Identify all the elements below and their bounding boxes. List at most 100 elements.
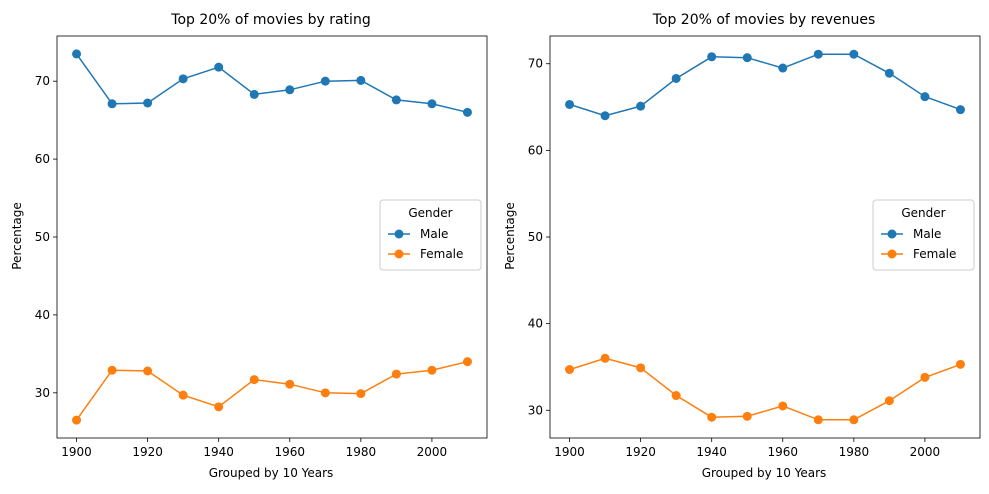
series-line-female (75, 360, 468, 421)
y-tick-label: 30 (528, 403, 543, 417)
legend-male-marker (887, 229, 897, 239)
data-point-female (849, 415, 859, 425)
data-point-female (143, 366, 153, 376)
chart-revenues: Top 20% of movies by revenues Percentage… (503, 12, 981, 480)
x-tick-label: 1980 (346, 445, 377, 459)
data-point-female (636, 363, 646, 373)
data-point-female (356, 389, 366, 399)
data-point-female (320, 388, 330, 398)
data-point-female (391, 369, 401, 379)
chart-title: Top 20% of movies by rating (170, 12, 370, 28)
y-axis-label: Percentage (503, 202, 517, 270)
x-tick-label: 1920 (132, 445, 163, 459)
series-line-male (75, 53, 468, 114)
data-point-male (249, 89, 259, 99)
legend-title: Gender (901, 206, 945, 220)
x-axis: 1900 1920 1940 1960 1980 2000 (61, 438, 447, 459)
data-point-female (920, 372, 930, 382)
data-point-female (884, 396, 894, 406)
data-point-female (72, 415, 82, 425)
legend-title: Gender (408, 206, 452, 220)
data-point-female (671, 391, 681, 401)
x-axis: 1900 1920 1940 1960 1980 2000 (554, 438, 940, 459)
x-axis-label: Grouped by 10 Years (702, 466, 827, 480)
legend: Gender Male Female (872, 199, 975, 271)
data-point-male (778, 63, 788, 73)
y-axis: 30 40 50 60 70 (528, 57, 550, 417)
x-tick-label: 1980 (839, 445, 870, 459)
y-tick-label: 60 (35, 152, 50, 166)
x-axis-label: Grouped by 10 Years (209, 466, 334, 480)
data-point-male (565, 99, 575, 109)
y-tick-label: 60 (528, 143, 543, 157)
y-tick-label: 40 (528, 317, 543, 331)
data-point-male (742, 53, 752, 63)
data-point-female (249, 375, 259, 385)
data-point-male (427, 99, 437, 109)
data-point-female (462, 357, 472, 367)
x-tick-label: 1900 (554, 445, 585, 459)
chart-rating: Top 20% of movies by rating Percentage G… (10, 12, 488, 480)
data-point-male (920, 92, 930, 102)
legend-male-label: Male (420, 227, 448, 241)
y-tick-label: 50 (35, 230, 50, 244)
x-tick-label: 2000 (417, 445, 448, 459)
data-point-male (391, 95, 401, 105)
data-point-male (178, 74, 188, 84)
legend-female-label: Female (913, 247, 956, 261)
legend-male-marker (394, 229, 404, 239)
data-point-female (742, 411, 752, 421)
y-axis-label: Percentage (10, 202, 24, 270)
data-point-female (813, 415, 823, 425)
data-point-male (707, 52, 717, 62)
x-tick-label: 2000 (910, 445, 941, 459)
data-point-male (671, 73, 681, 83)
data-point-male (320, 76, 330, 86)
data-point-male (849, 49, 859, 59)
chart-title: Top 20% of movies by revenues (652, 12, 876, 28)
data-point-female (285, 379, 295, 389)
plot-area (72, 49, 472, 425)
y-tick-label: 70 (528, 57, 543, 71)
data-point-male (72, 49, 82, 59)
data-point-female (214, 402, 224, 412)
series-line-male (569, 53, 961, 117)
data-point-female (955, 359, 965, 369)
data-point-male (356, 75, 366, 85)
y-axis: 30 40 50 60 70 (35, 74, 57, 400)
data-point-female (107, 365, 117, 375)
legend-female-marker (394, 249, 404, 259)
legend: Gender Male Female (379, 199, 482, 271)
y-tick-label: 50 (528, 230, 543, 244)
x-tick-label: 1900 (61, 445, 92, 459)
series-line-female (569, 357, 961, 421)
data-point-female (178, 390, 188, 400)
legend-female-label: Female (420, 247, 463, 261)
data-point-male (462, 107, 472, 117)
data-point-male (884, 68, 894, 78)
data-point-female (707, 412, 717, 422)
data-point-female (600, 353, 610, 363)
axes-frame (56, 35, 488, 439)
legend-male-label: Male (913, 227, 941, 241)
data-point-male (143, 98, 153, 108)
axes-frame (549, 35, 981, 439)
y-tick-label: 70 (35, 74, 50, 88)
x-tick-label: 1940 (696, 445, 727, 459)
legend-box (379, 199, 482, 271)
data-point-male (600, 111, 610, 121)
data-point-male (285, 85, 295, 95)
data-point-male (636, 101, 646, 111)
x-tick-label: 1960 (274, 445, 305, 459)
data-point-male (107, 99, 117, 109)
plot-area (565, 49, 965, 425)
y-tick-label: 40 (35, 308, 50, 322)
legend-female-marker (887, 249, 897, 259)
legend-box (872, 199, 975, 271)
data-point-female (427, 365, 437, 375)
x-tick-label: 1920 (625, 445, 656, 459)
data-point-male (813, 49, 823, 59)
data-point-female (778, 401, 788, 411)
